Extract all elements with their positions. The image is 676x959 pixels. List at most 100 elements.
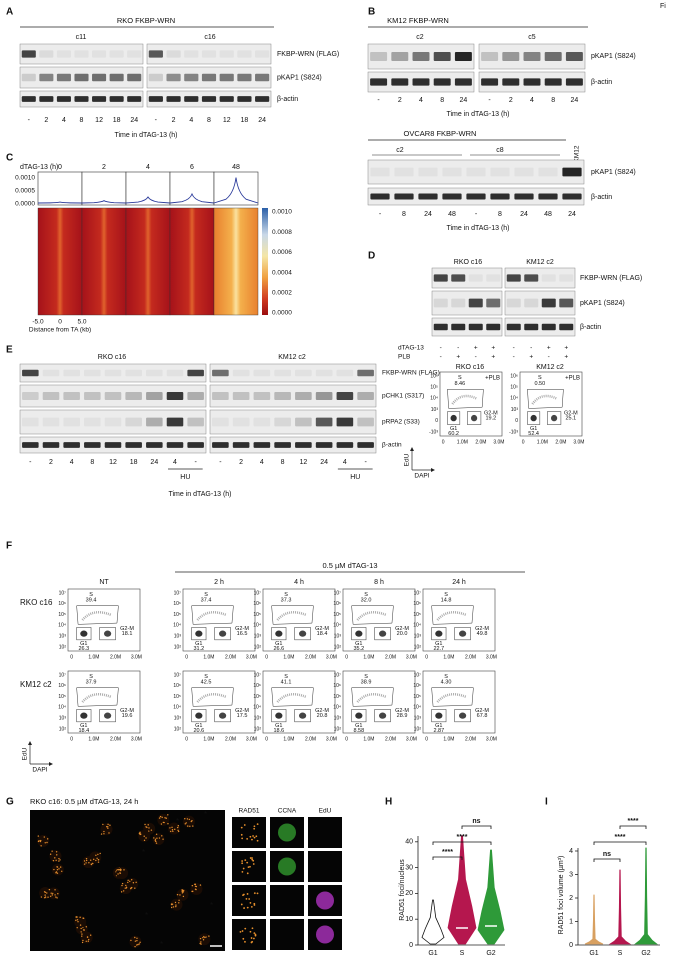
blot-label: pRPA2 (S33) xyxy=(382,419,420,426)
column-header: 6 xyxy=(190,164,194,171)
band xyxy=(538,193,558,200)
focus xyxy=(124,887,126,889)
band xyxy=(336,392,354,400)
focus xyxy=(194,885,197,887)
focus xyxy=(158,817,161,819)
tick-label: 10⁵ xyxy=(510,385,518,391)
focus xyxy=(109,824,111,826)
blot xyxy=(431,317,503,337)
figure-tag: Fi xyxy=(660,3,666,10)
cell-marker: * xyxy=(176,817,179,826)
gate-value: 35.2 xyxy=(353,646,364,652)
focus xyxy=(81,935,83,937)
panel-label: A xyxy=(6,7,13,18)
band xyxy=(544,52,562,61)
gate-value: 4.30 xyxy=(441,680,452,686)
focus xyxy=(164,817,166,819)
nucleus xyxy=(170,898,183,911)
tick-label: 3.0M xyxy=(326,654,337,660)
tick-label: 10² xyxy=(414,726,422,732)
gate-label: S xyxy=(444,592,448,598)
focus xyxy=(40,896,43,898)
gate xyxy=(271,627,287,641)
focus xyxy=(88,938,90,941)
lane-label: 2 xyxy=(49,459,53,466)
condition-sign: + xyxy=(491,345,495,352)
event-cluster xyxy=(379,630,387,637)
lane-label: 18 xyxy=(113,117,121,124)
focus xyxy=(82,929,85,931)
tick-label: 3.0M xyxy=(493,439,504,445)
focus xyxy=(75,919,77,922)
blot-label: β-actin xyxy=(580,324,601,331)
lane-label: - xyxy=(29,459,32,466)
focus xyxy=(50,892,52,894)
lane-label: 8 xyxy=(90,459,94,466)
lane-label: - xyxy=(377,97,380,104)
lane-label: 4 xyxy=(419,97,423,104)
focus xyxy=(145,826,147,828)
band xyxy=(391,78,409,86)
event-cluster xyxy=(195,712,203,719)
focus xyxy=(95,859,97,862)
band xyxy=(502,78,520,86)
lane-label: 48 xyxy=(448,211,456,218)
focus xyxy=(51,850,53,852)
focus xyxy=(172,906,175,908)
band xyxy=(232,392,250,400)
tick-label: 1.0M xyxy=(203,654,214,660)
band xyxy=(146,442,163,448)
band xyxy=(274,392,291,400)
tick-label: 3.0M xyxy=(246,736,257,742)
focus xyxy=(117,869,119,871)
tick-label: 2 xyxy=(569,895,573,902)
lane-label: 12 xyxy=(223,117,231,124)
lane-label: - xyxy=(194,459,197,466)
blot-label: FKBP-WRN (FLAG) xyxy=(580,275,642,282)
focus xyxy=(107,826,109,828)
gate xyxy=(76,687,119,707)
gate-label: G2-M xyxy=(315,626,329,632)
label: KM12 c2 xyxy=(526,259,554,266)
band xyxy=(22,392,39,400)
focus xyxy=(134,945,136,948)
focus xyxy=(202,937,204,939)
focus xyxy=(150,829,153,831)
focus xyxy=(253,892,256,895)
tick-label: 10⁴ xyxy=(510,396,518,402)
gate-label: G1 xyxy=(80,723,87,729)
row-label: KM12 c2 xyxy=(20,680,52,689)
flow-plot xyxy=(422,670,496,734)
focus xyxy=(175,904,177,906)
tick-label: 10² xyxy=(254,644,262,650)
band xyxy=(84,392,101,400)
gate-label: S xyxy=(89,592,93,598)
band xyxy=(56,50,71,58)
focus xyxy=(130,879,133,881)
gate-label: G1 xyxy=(355,723,362,729)
heatmap-column xyxy=(125,207,171,316)
focus xyxy=(246,837,249,840)
nucleus xyxy=(182,815,195,828)
tick-label: 2.0M xyxy=(465,654,476,660)
lane-label: 24 xyxy=(571,97,579,104)
band xyxy=(562,193,582,200)
focus xyxy=(241,862,244,865)
event-cluster xyxy=(299,630,307,637)
focus xyxy=(139,831,141,834)
image-tile xyxy=(308,851,342,882)
band xyxy=(219,73,234,82)
focus xyxy=(161,816,163,819)
gate-value: 18.4 xyxy=(78,728,89,734)
gate xyxy=(447,389,484,409)
focus xyxy=(119,868,122,870)
band xyxy=(109,73,124,82)
flow-plot xyxy=(67,588,141,652)
focus xyxy=(163,821,165,824)
band xyxy=(394,167,414,177)
panel-label: I xyxy=(545,797,548,808)
band xyxy=(451,298,466,308)
tick-label: 10⁴ xyxy=(430,396,438,402)
focus xyxy=(82,917,84,919)
label: Distance from TA (kb) xyxy=(29,327,91,334)
